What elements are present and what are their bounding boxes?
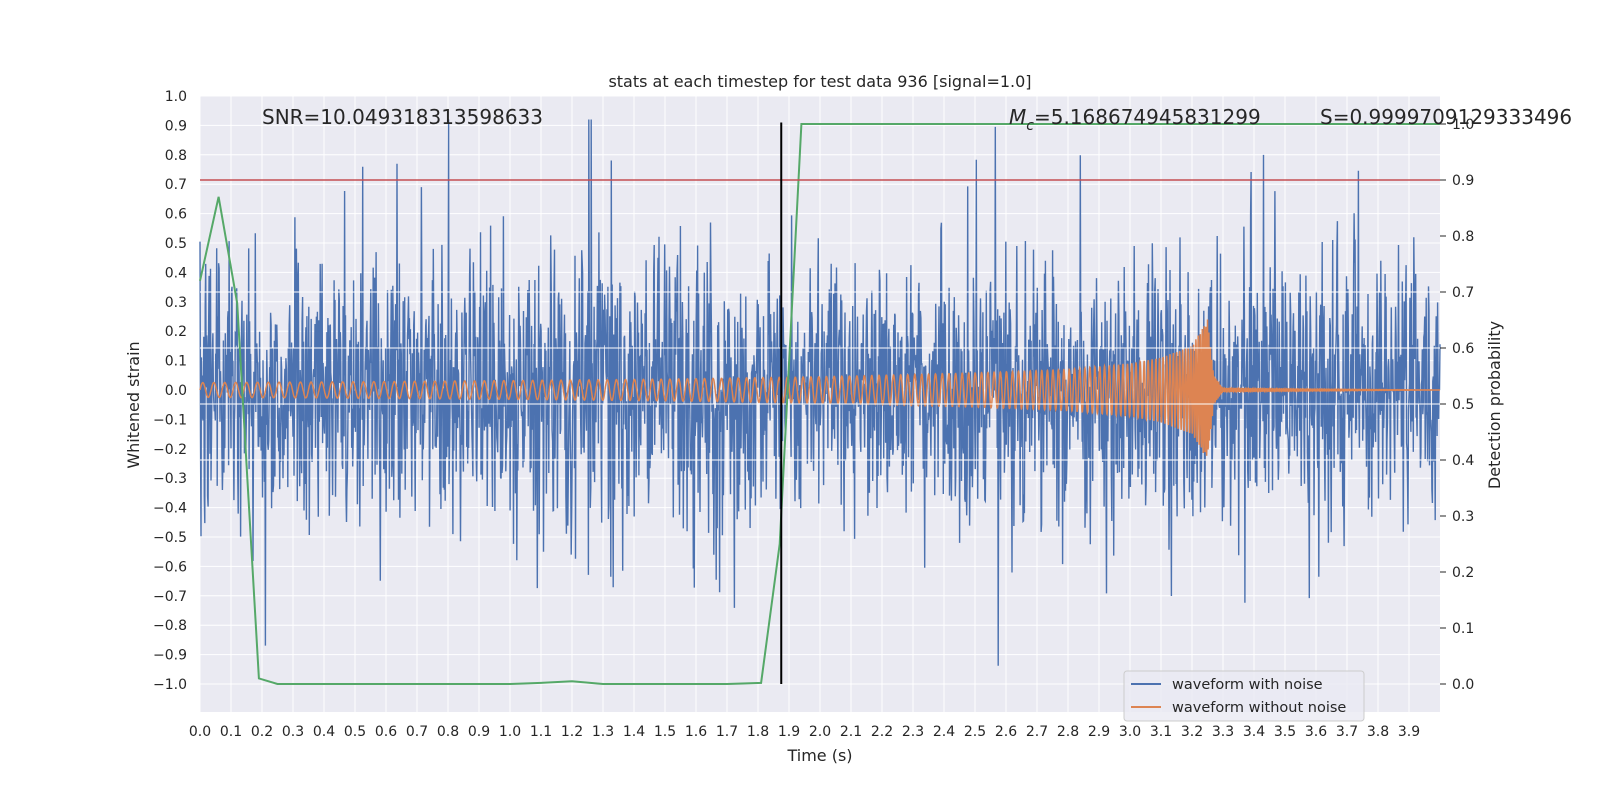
y-tick-label: 0.9 [165, 118, 187, 134]
series-waveform-with-noise [199, 119, 1441, 666]
snr-annotation: SNR=10.049318313598633 [262, 105, 543, 129]
y-tick-label: 0.6 [165, 207, 187, 223]
y2-tick-label: 0.1 [1452, 621, 1474, 637]
x-tick-label: 3.0 [1119, 724, 1141, 740]
y-tick-label: 0.4 [165, 265, 187, 281]
y-tick-label: −0.7 [153, 589, 187, 605]
mc-subscript: c [1026, 118, 1034, 134]
y-tick-label: −0.3 [153, 471, 187, 487]
series-detection-probability [199, 123, 1440, 685]
legend: waveform with noise waveform without noi… [1123, 670, 1365, 722]
y-tick-label: 0.5 [165, 236, 187, 252]
legend-noisy-label: waveform with noise [1172, 677, 1323, 693]
y-axis-label: Whitened strain [124, 341, 143, 468]
y-tick-label: −0.8 [153, 618, 187, 634]
x-tick-label: 1.5 [654, 724, 676, 740]
x-tick-label: 0.9 [468, 724, 490, 740]
y2-tick-label: 0.4 [1452, 453, 1474, 469]
x-tick-label: 3.2 [1181, 724, 1203, 740]
x-tick-label: 1.6 [685, 724, 707, 740]
y2-tick-label: 0.7 [1452, 285, 1474, 301]
x-tick-label: 3.4 [1243, 724, 1265, 740]
y2-tick-label: 0.3 [1452, 509, 1474, 525]
x-tick-label: 3.6 [1305, 724, 1327, 740]
x-tick-label: 3.1 [1150, 724, 1172, 740]
x-tick-label: 2.4 [933, 724, 955, 740]
mc-value: =5.168674945831299 [1034, 105, 1261, 129]
x-axis-label: Time (s) [786, 746, 852, 765]
y-tick-label: 1.0 [165, 89, 187, 105]
y-tick-label: 0.7 [165, 177, 187, 193]
x-tick-label: 0.2 [251, 724, 273, 740]
y2-tick-label: 0.8 [1452, 229, 1474, 245]
chirp-mass-annotation: Mc=5.168674945831299 [1009, 105, 1261, 134]
x-tick-label: 1.8 [747, 724, 769, 740]
x-tick-label: 0.4 [313, 724, 335, 740]
x-tick-label: 3.5 [1274, 724, 1296, 740]
y-tick-label: 0.2 [165, 324, 187, 340]
y-tick-label: −1.0 [153, 677, 187, 693]
x-tick-label: 0.3 [282, 724, 304, 740]
y2-tick-label: 0.0 [1452, 677, 1474, 693]
x-tick-label: 2.5 [964, 724, 986, 740]
x-tick-label: 2.6 [995, 724, 1017, 740]
x-tick-label: 1.1 [530, 724, 552, 740]
x-tick-label: 2.3 [902, 724, 924, 740]
y2-axis-label: Detection probability [1485, 321, 1504, 489]
y-tick-label: 0.3 [165, 295, 187, 311]
x-tick-label: 0.8 [437, 724, 459, 740]
x-tick-label: 2.0 [809, 724, 831, 740]
x-tick-label: 0.6 [375, 724, 397, 740]
x-tick-label: 1.9 [778, 724, 800, 740]
x-tick-label: 1.4 [623, 724, 645, 740]
y2-tick-label: 1.0 [1452, 117, 1474, 133]
y-tick-label: −0.2 [153, 442, 187, 458]
y-tick-label: 0.8 [165, 148, 187, 164]
signal-score-annotation: S=0.9999709129333496 [1320, 105, 1572, 129]
overlay-layer [199, 122, 1440, 685]
y2-tick-label: 0.2 [1452, 565, 1474, 581]
y-tick-label: −0.9 [153, 648, 187, 664]
x-tick-label: 2.2 [871, 724, 893, 740]
x-tick-label: 1.3 [592, 724, 614, 740]
y-tick-label: −0.5 [153, 530, 187, 546]
data-layer [199, 119, 1441, 666]
y-tick-label: 0.0 [165, 383, 187, 399]
y-tick-label: −0.6 [153, 559, 187, 575]
x-tick-label: 0.1 [220, 724, 242, 740]
y2-tick-label: 0.9 [1452, 173, 1474, 189]
y-tick-label: −0.4 [153, 501, 187, 517]
y2-tick-label: 0.5 [1452, 397, 1474, 413]
x-tick-label: 2.9 [1088, 724, 1110, 740]
x-tick-label: 1.0 [499, 724, 521, 740]
x-tick-label: 2.1 [840, 724, 862, 740]
y-tick-label: 0.1 [165, 354, 187, 370]
x-tick-label: 1.2 [561, 724, 583, 740]
x-tick-label: 2.8 [1057, 724, 1079, 740]
x-tick-label: 3.9 [1398, 724, 1420, 740]
legend-clean-label: waveform without noise [1172, 700, 1346, 716]
chart-title: stats at each timestep for test data 936… [608, 72, 1031, 91]
legend-box [1123, 670, 1365, 722]
series-waveform-without-noise [199, 319, 1440, 456]
x-tick-label: 3.7 [1336, 724, 1358, 740]
x-tick-label: 0.5 [344, 724, 366, 740]
x-tick-label: 1.7 [716, 724, 738, 740]
x-tick-label: 3.8 [1367, 724, 1389, 740]
x-tick-label: 0.7 [406, 724, 428, 740]
y-tick-label: −0.1 [153, 412, 187, 428]
mc-symbol: M [1009, 105, 1026, 129]
y2-tick-label: 0.6 [1452, 341, 1474, 357]
tick-layer: 0.0 0.1 0.2 0.3 0.4 0.5 0.6 0.7 0.8 0.9 1.0 1.1 1.2 1… [153, 89, 1474, 740]
x-tick-label: 0.0 [189, 724, 211, 740]
x-tick-label: 2.7 [1026, 724, 1048, 740]
x-tick-label: 3.3 [1212, 724, 1234, 740]
